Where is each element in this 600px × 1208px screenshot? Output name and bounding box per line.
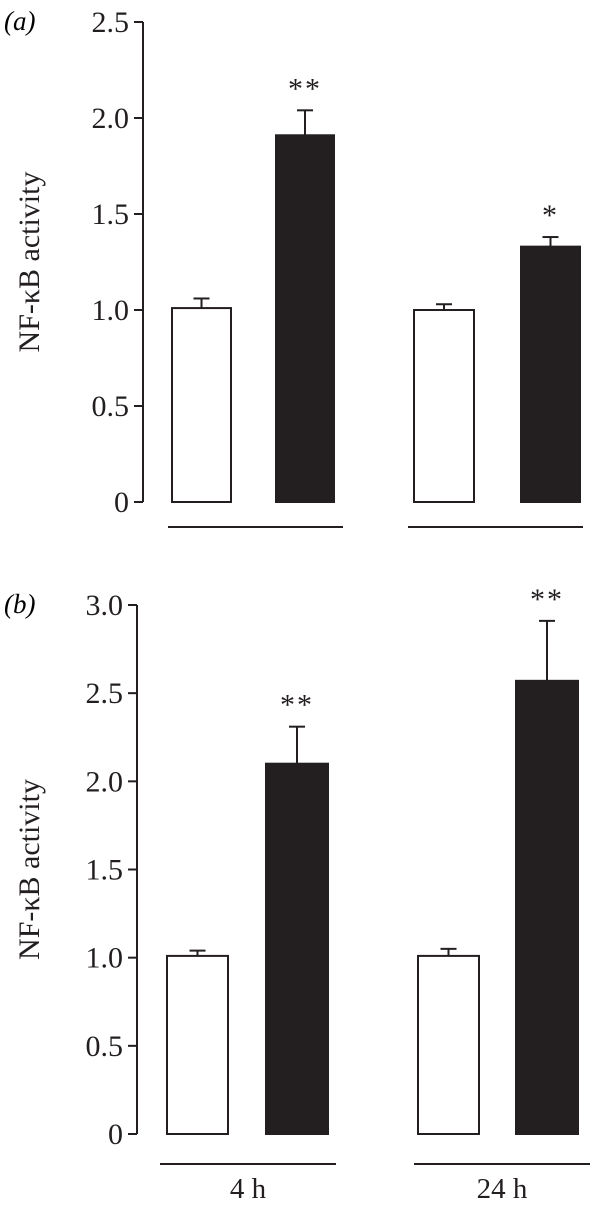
y-tick-label: 2.0 — [86, 765, 124, 798]
bar-black — [520, 245, 581, 503]
y-tick-label: 2.5 — [86, 677, 124, 710]
bar-white — [166, 954, 229, 1135]
y-tick-label: 2.5 — [92, 6, 130, 39]
panel-a: (a)00.51.01.52.02.5NF-κB activity*** — [4, 6, 583, 528]
group-label: 4 h — [230, 1173, 267, 1205]
y-tick-label: 1.5 — [92, 198, 130, 231]
bar-black — [515, 679, 579, 1135]
bar-white — [413, 309, 475, 503]
panel-label: (a) — [4, 6, 35, 36]
panel-label: (b) — [4, 589, 35, 619]
y-tick-label: 1.5 — [86, 854, 124, 887]
y-tick-label: 0 — [108, 1118, 123, 1151]
y-tick-label: 3.0 — [86, 589, 124, 622]
bar-white — [417, 954, 480, 1135]
y-tick-label: 1.0 — [92, 294, 130, 327]
y-tick-label: 0 — [114, 486, 129, 519]
y-axis-label: NF-κB activity — [13, 779, 46, 960]
group-label: 24 h — [477, 1173, 528, 1205]
y-tick-label: 1.0 — [86, 942, 124, 975]
bar-black — [275, 134, 335, 503]
significance-marker: ** — [280, 689, 314, 722]
bar-white — [171, 307, 232, 503]
significance-marker: ** — [288, 72, 322, 105]
y-tick-label: 2.0 — [92, 102, 130, 135]
bar-black — [265, 762, 329, 1135]
y-axis-label: NF-κB activity — [13, 172, 46, 353]
significance-marker: * — [542, 199, 559, 232]
significance-marker: ** — [530, 583, 564, 616]
y-tick-label: 0.5 — [92, 390, 130, 423]
panel-b: (b) 0 0.5 1.0 1.5 2.0 2.5 3.0 NF-κB activity ** **… — [4, 583, 590, 1205]
y-tick-label: 0.5 — [86, 1030, 124, 1063]
